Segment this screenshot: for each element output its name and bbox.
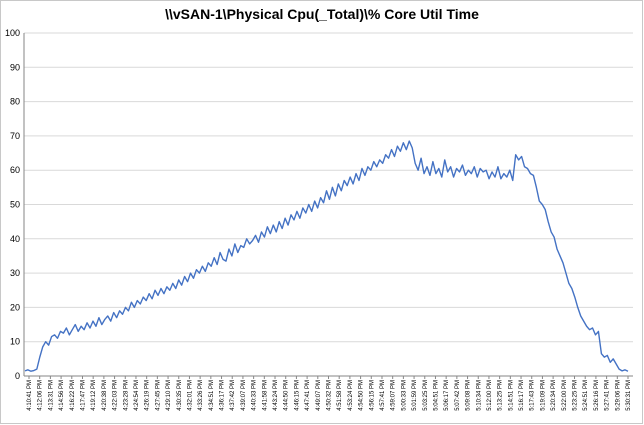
x-tick-label: 4:47:41 PM — [305, 380, 311, 411]
y-tick-label: 50 — [10, 200, 20, 210]
x-tick-label: 4:30:35 PM — [177, 380, 183, 411]
x-tick-label: 5:00:33 PM — [401, 380, 407, 411]
y-tick-label: 60 — [10, 165, 20, 175]
x-tick-label: 4:20:38 PM — [102, 380, 108, 411]
x-tick-label: 4:56:15 PM — [369, 380, 375, 411]
x-tick-label: 4:53:24 PM — [348, 380, 354, 411]
y-tick-label: 70 — [10, 131, 20, 141]
x-tick-label: 4:37:42 PM — [230, 380, 236, 411]
x-tick-label: 5:01:59 PM — [412, 380, 418, 411]
x-tick-label: 4:27:45 PM — [155, 380, 161, 411]
x-tick-label: 4:32:01 PM — [187, 380, 193, 411]
y-tick-label: 100 — [5, 28, 20, 38]
x-tick-label: 4:54:50 PM — [359, 380, 365, 411]
x-tick-label: 4:59:07 PM — [391, 380, 397, 411]
x-tick-label: 4:34:51 PM — [209, 380, 215, 411]
x-tick-label: 4:46:15 PM — [294, 380, 300, 411]
x-tick-label: 5:17:43 PM — [530, 380, 536, 411]
x-tick-label: 4:50:32 PM — [327, 380, 333, 411]
x-tick-label: 5:19:09 PM — [540, 380, 546, 411]
x-tick-label: 5:22:00 PM — [562, 380, 568, 411]
x-tick-label: 4:57:41 PM — [380, 380, 386, 411]
y-tick-label: 40 — [10, 234, 20, 244]
x-tick-label: 5:12:00 PM — [487, 380, 493, 411]
x-tick-label: 4:12:06 PM — [38, 380, 44, 411]
x-tick-label: 5:04:51 PM — [433, 380, 439, 411]
x-tick-label: 4:40:33 PM — [252, 380, 258, 411]
x-tick-label: 4:44:50 PM — [284, 380, 290, 411]
x-tick-label: 4:24:54 PM — [134, 380, 140, 411]
x-tick-label: 5:23:25 PM — [573, 380, 579, 411]
x-tick-label: 4:17:47 PM — [80, 380, 86, 411]
x-tick-label: 4:14:56 PM — [59, 380, 65, 411]
x-tick-label: 4:22:03 PM — [113, 380, 119, 411]
x-tick-label: 5:16:17 PM — [519, 380, 525, 411]
x-tick-label: 4:13:31 PM — [48, 380, 54, 411]
y-tick-label: 20 — [10, 302, 20, 312]
x-tick-label: 5:13:25 PM — [498, 380, 504, 411]
x-tick-label: 4:19:12 PM — [91, 380, 97, 411]
x-tick-label: 5:14:51 PM — [508, 380, 514, 411]
x-tick-label: 5:07:42 PM — [455, 380, 461, 411]
x-tick-label: 4:26:19 PM — [145, 380, 151, 411]
series-line — [24, 140, 629, 372]
x-tick-label: 5:26:16 PM — [594, 380, 600, 411]
x-tick-label: 5:03:25 PM — [423, 380, 429, 411]
x-tick-label: 5:09:08 PM — [466, 380, 472, 411]
chart-title: \\vSAN-1\Physical Cpu(_Total)\% Core Uti… — [165, 6, 479, 22]
x-tick-label: 5:06:17 PM — [444, 380, 450, 411]
x-tick-label: 4:10:41 PM — [27, 380, 33, 411]
x-tick-label: 5:20:34 PM — [551, 380, 557, 411]
x-tick-label: 5:30:31 PM — [626, 380, 632, 411]
y-tick-label: 10 — [10, 337, 20, 347]
y-tick-label: 30 — [10, 268, 20, 278]
x-tick-label: 4:49:07 PM — [316, 380, 322, 411]
x-tick-label: 4:33:26 PM — [198, 380, 204, 411]
x-tick-label: 4:29:10 PM — [166, 380, 172, 411]
x-tick-label: 4:36:17 PM — [220, 380, 226, 411]
x-tick-label: 5:27:41 PM — [605, 380, 611, 411]
y-tick-label: 0 — [15, 371, 20, 381]
x-tick-label: 5:24:51 PM — [583, 380, 589, 411]
x-tick-label: 4:51:58 PM — [337, 380, 343, 411]
x-tick-label: 4:41:58 PM — [262, 380, 268, 411]
x-tick-label: 5:29:06 PM — [615, 380, 621, 411]
y-tick-label: 80 — [10, 97, 20, 107]
x-tick-label: 4:23:28 PM — [123, 380, 129, 411]
x-tick-label: 4:39:07 PM — [241, 380, 247, 411]
x-tick-label: 4:43:24 PM — [273, 380, 279, 411]
y-tick-label: 90 — [10, 62, 20, 72]
x-tick-label: 5:10:34 PM — [476, 380, 482, 411]
x-tick-label: 4:16:22 PM — [70, 380, 76, 411]
